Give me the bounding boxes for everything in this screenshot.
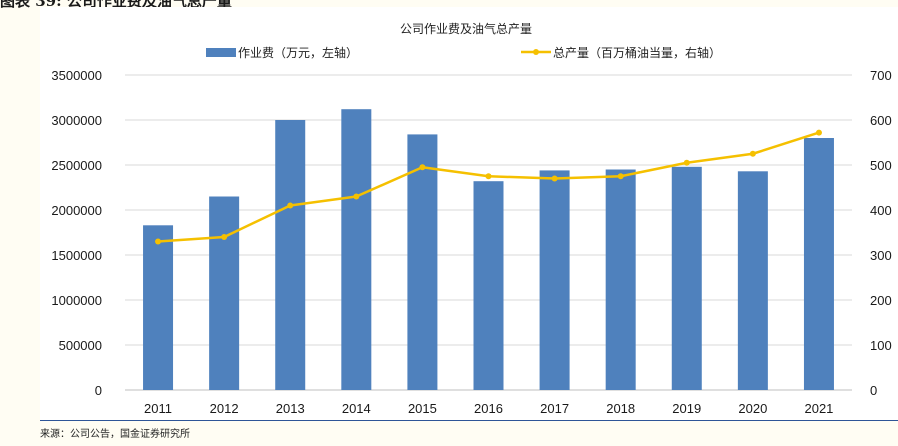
x-axis-tick-label: 2020 xyxy=(738,401,767,416)
line-point xyxy=(221,234,228,240)
bar xyxy=(671,166,702,390)
bar xyxy=(737,171,768,390)
line-point xyxy=(683,159,690,166)
x-axis: 2011 2012 2013 2014 2015 2016 2017 2018 2019 2020… xyxy=(144,401,833,416)
right-axis: 0 100 200 300 400 500 600 700 xyxy=(870,68,892,398)
line-point xyxy=(485,173,492,180)
right-axis-tick-label: 0 xyxy=(870,383,877,398)
figure-header: 图表 39: 公司作业费及油气总产量 xyxy=(0,0,232,10)
right-axis-tick-label: 300 xyxy=(870,248,892,263)
chart-panel: 公司作业费及油气总产量 作业费（万元，左轴） 总产量（百万桶油当量，右轴） 0 5… xyxy=(40,7,898,420)
x-axis-tick-label: 2013 xyxy=(276,401,305,416)
bar xyxy=(143,225,174,390)
left-axis-tick-label: 3500000 xyxy=(51,68,102,83)
line-point xyxy=(155,238,162,245)
line-point xyxy=(353,193,360,200)
legend: 作业费（万元，左轴） 总产量（百万桶油当量，右轴） xyxy=(206,45,721,60)
line-point xyxy=(617,173,624,180)
chart-title: 公司作业费及油气总产量 xyxy=(400,21,532,36)
left-axis-tick-label: 1000000 xyxy=(51,293,102,308)
x-axis-tick-label: 2019 xyxy=(672,401,701,416)
right-axis-tick-label: 600 xyxy=(870,113,892,128)
x-axis-tick-label: 2011 xyxy=(144,401,172,416)
left-axis-tick-label: 3000000 xyxy=(51,113,102,128)
left-axis-tick-label: 2500000 xyxy=(51,158,102,173)
right-axis-tick-label: 500 xyxy=(870,158,892,173)
x-axis-tick-label: 2018 xyxy=(606,401,635,416)
left-axis: 0 500000 1000000 1500000 2000000 2500000 30000… xyxy=(51,68,102,398)
left-axis-tick-label: 1500000 xyxy=(51,248,102,263)
bar xyxy=(275,120,306,390)
x-axis-tick-label: 2021 xyxy=(804,401,833,416)
x-axis-tick-label: 2014 xyxy=(342,401,371,416)
line-point xyxy=(749,150,756,157)
combo-chart: 公司作业费及油气总产量 作业费（万元，左轴） 总产量（百万桶油当量，右轴） 0 5… xyxy=(51,21,892,416)
line-point xyxy=(287,202,294,209)
right-axis-tick-label: 200 xyxy=(870,293,892,308)
gridlines xyxy=(125,74,852,391)
right-axis-tick-label: 400 xyxy=(870,203,892,218)
footer-rule-top xyxy=(40,420,898,421)
bar xyxy=(341,109,372,390)
bar xyxy=(407,134,438,390)
source-note: 来源：公司公告，国金证券研究所 xyxy=(40,429,190,440)
line-point xyxy=(419,164,426,171)
legend-line-label: 总产量（百万桶油当量，右轴） xyxy=(553,45,721,60)
bar xyxy=(473,181,504,390)
x-axis-tick-label: 2016 xyxy=(474,401,503,416)
x-axis-tick-label: 2015 xyxy=(408,401,437,416)
bar-series xyxy=(143,109,834,390)
legend-bar-swatch xyxy=(206,48,236,57)
line-point xyxy=(815,129,822,136)
line-series xyxy=(155,129,822,245)
left-axis-tick-label: 2000000 xyxy=(51,203,102,218)
bar xyxy=(803,138,834,390)
right-axis-tick-label: 100 xyxy=(870,338,892,353)
line-point xyxy=(551,175,558,182)
bar xyxy=(539,170,570,390)
legend-bar-label: 作业费（万元，左轴） xyxy=(238,45,358,60)
bar xyxy=(605,169,636,390)
left-axis-tick-label: 0 xyxy=(95,383,102,398)
left-axis-tick-label: 500000 xyxy=(59,338,102,353)
x-axis-tick-label: 2012 xyxy=(210,401,239,416)
right-axis-tick-label: 700 xyxy=(870,68,892,83)
x-axis-tick-label: 2017 xyxy=(540,401,569,416)
bar xyxy=(209,196,240,390)
legend-line-marker xyxy=(533,49,539,55)
